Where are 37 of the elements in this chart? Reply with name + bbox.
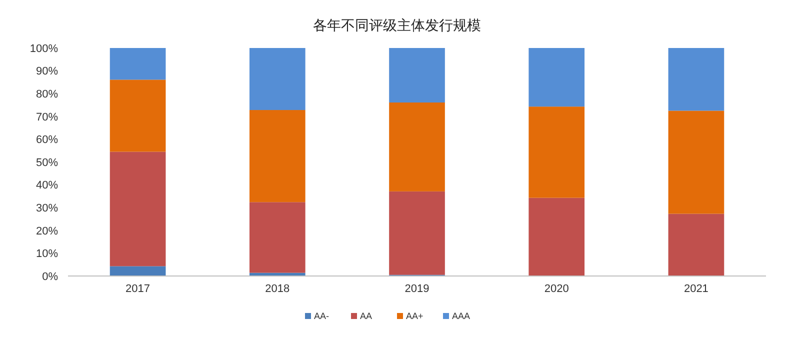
bar [110,152,166,266]
bar [528,48,585,107]
bar [249,110,306,202]
bar [668,48,724,111]
bar [528,198,585,276]
y-tick-label: 60% [36,134,58,146]
bar [110,266,166,276]
y-tick-label: 50% [36,156,58,169]
bar [668,214,724,276]
y-tick-label: 10% [36,248,58,260]
legend-label: AA+ [406,311,424,321]
y-tick-label: 70% [36,111,58,124]
bar [389,102,445,192]
y-tick-label: 30% [36,202,58,214]
y-tick-label: 40% [36,180,58,192]
bar [110,48,166,80]
y-tick-label: 100% [30,42,58,55]
y-tick-label: 0% [42,270,58,283]
legend-label: AA [360,311,372,321]
x-tick-label: 2018 [265,283,290,295]
bar [389,48,445,102]
legend-label: AAA [452,311,470,321]
chart-title: 各年不同评级主体发行规模 [313,18,481,34]
y-tick-label: 80% [36,88,58,100]
y-tick-label: 90% [36,66,58,78]
bar [389,191,445,275]
y-tick-label: 20% [36,225,58,238]
bar [110,80,166,152]
x-tick-label: 2017 [126,283,150,295]
bar [249,48,306,110]
x-tick-label: 2021 [684,283,708,295]
bar [249,202,306,273]
x-tick-label: 2019 [404,283,430,295]
bar [528,106,585,198]
legend-label: AA- [314,311,330,321]
bar [668,110,724,214]
x-tick-label: 2020 [544,283,569,295]
